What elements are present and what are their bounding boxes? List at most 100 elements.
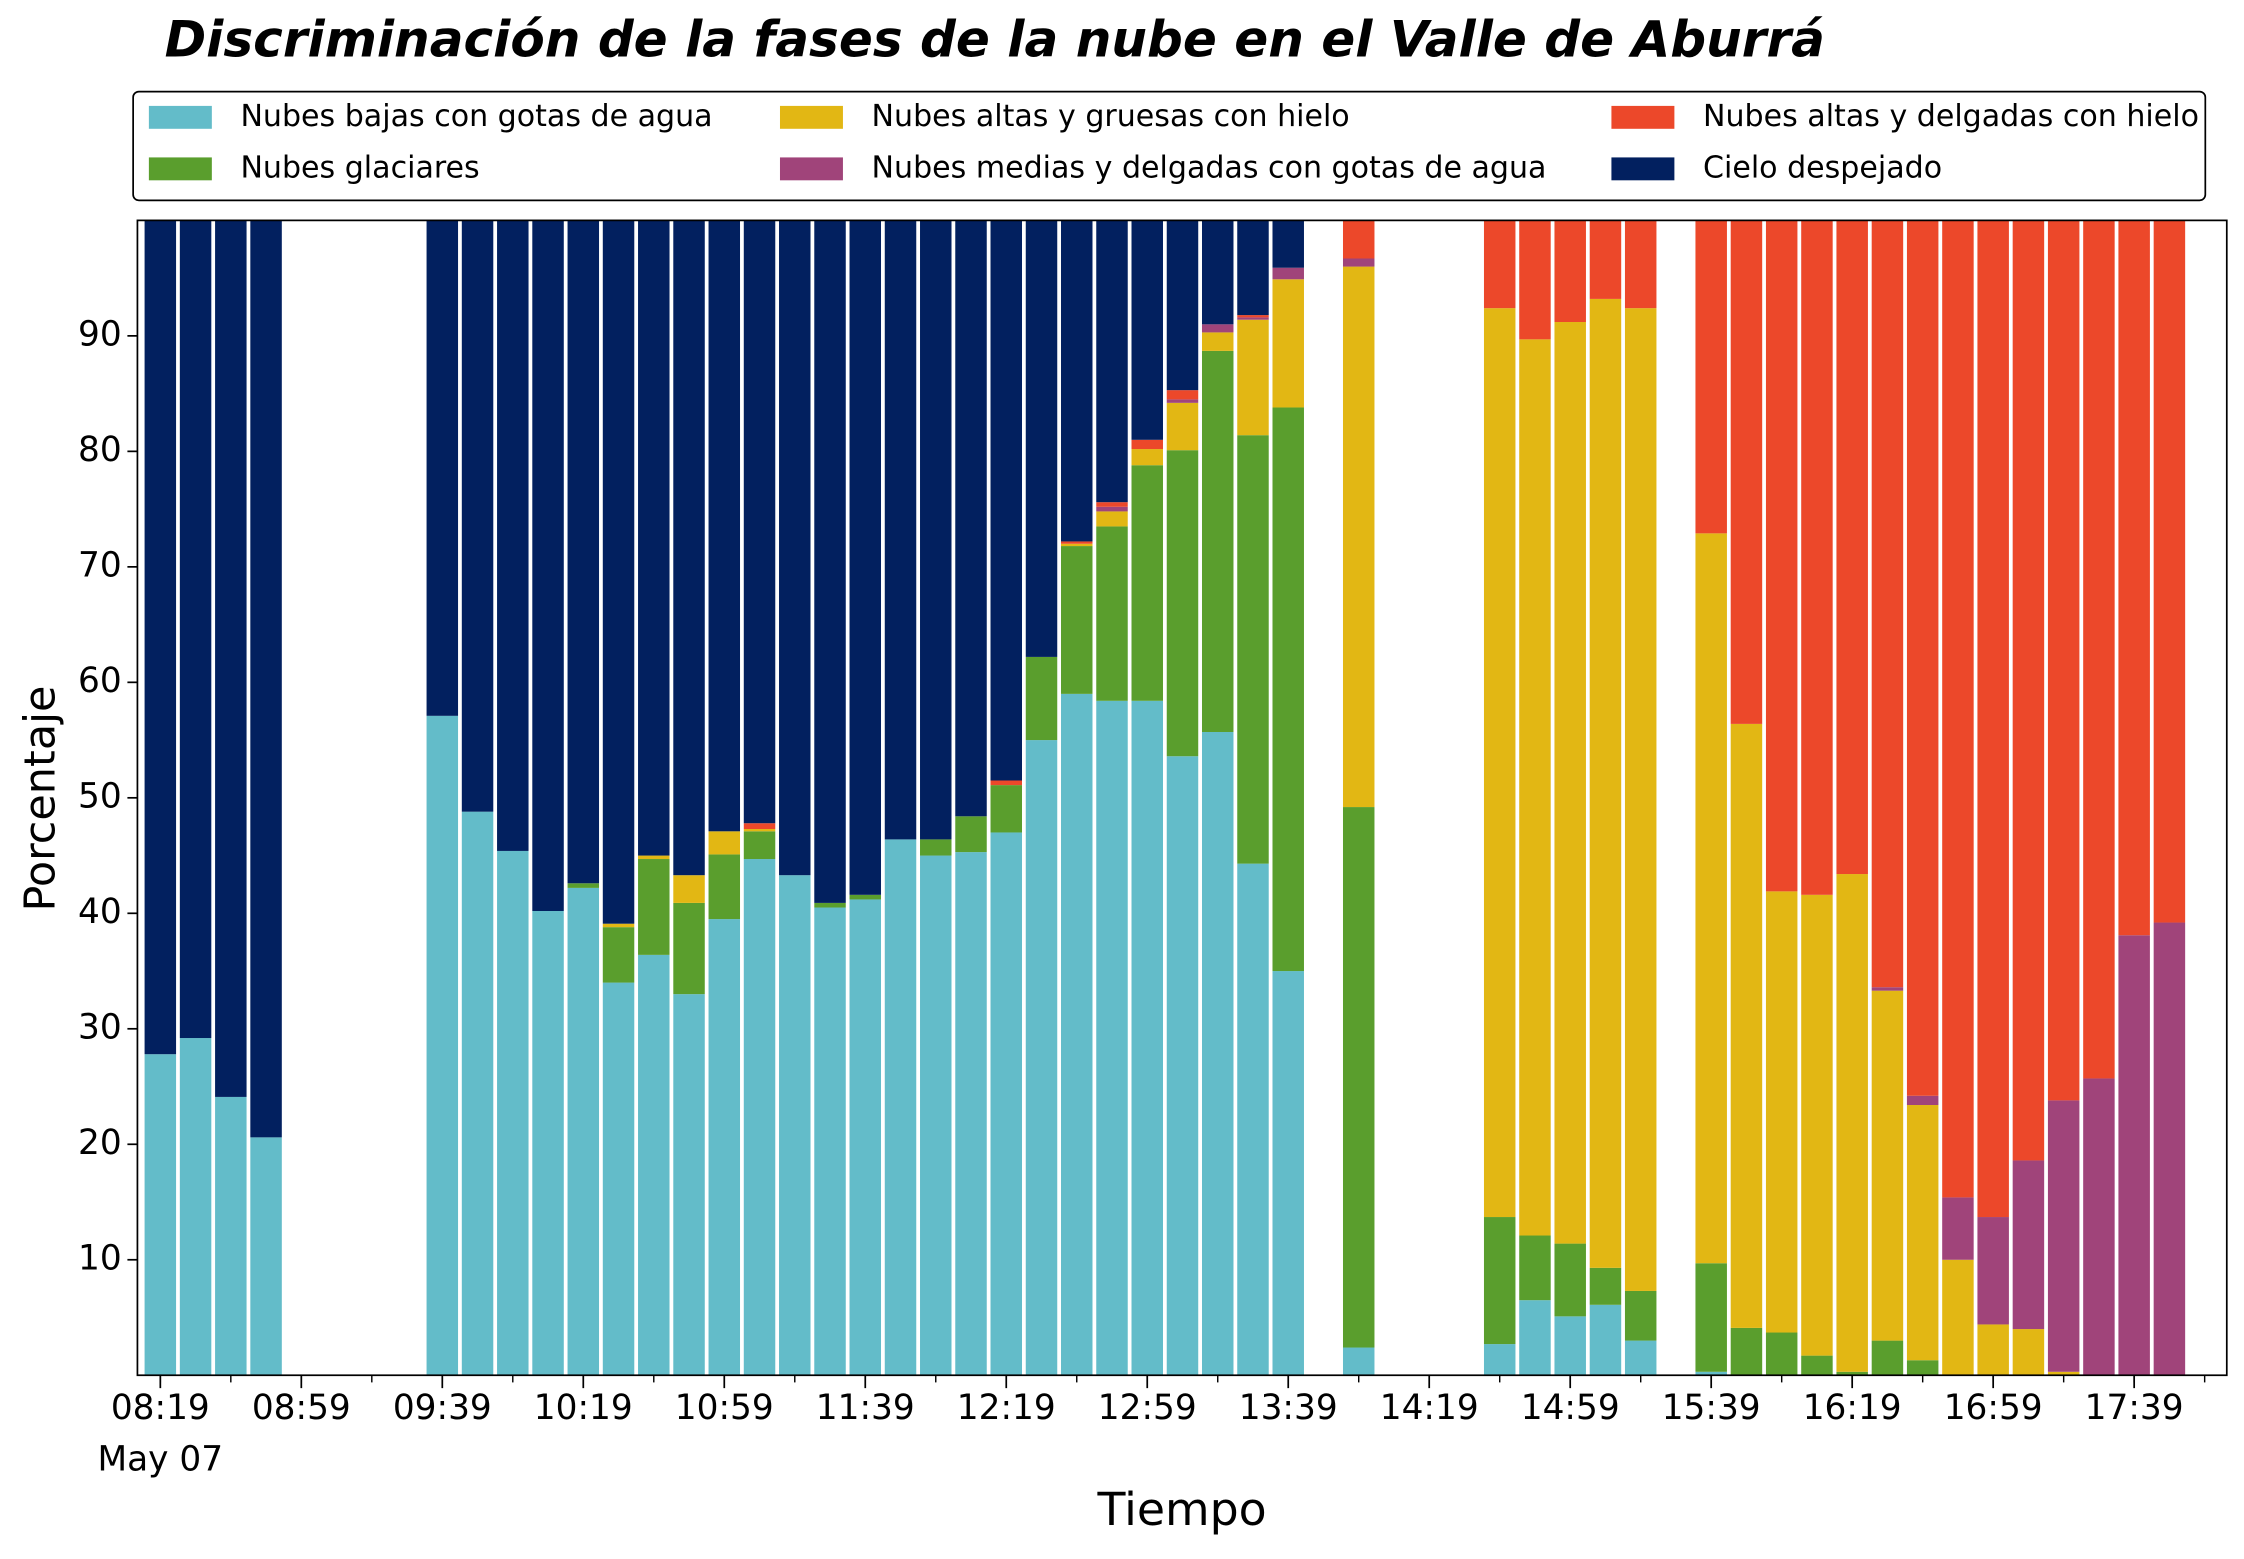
bar-segment (1201, 350, 1234, 732)
x-tick-label: 12:59 (1098, 1388, 1197, 1428)
bar-segment (1272, 267, 1304, 280)
bar-segment (743, 220, 776, 824)
bar-segment (1096, 700, 1128, 1376)
x-tick-label: 13:39 (1239, 1388, 1338, 1428)
bar-segment (1342, 266, 1375, 808)
bar-segment (1025, 220, 1058, 657)
bar-segment (1977, 1217, 2009, 1325)
bar-segment (990, 785, 1022, 833)
y-tick-label: 50 (78, 776, 122, 816)
bar-segment (2012, 1329, 2045, 1376)
bar-segment (673, 875, 705, 903)
bar-segment (1237, 315, 1269, 318)
bar-segment (1554, 1243, 1586, 1317)
bar-segment (1096, 511, 1128, 527)
legend-label: Cielo despejado (1703, 150, 1942, 185)
bar-segment (1025, 740, 1058, 1376)
bar-segment (708, 919, 741, 1376)
bar-segment (920, 855, 952, 1376)
bar-segment (1061, 541, 1093, 544)
bar-segment (1237, 863, 1269, 1376)
bar-segment (567, 887, 600, 1376)
bar-segment (1483, 1344, 1516, 1376)
bar-segment (532, 910, 564, 1376)
bar-segment (1554, 322, 1586, 1244)
bar-segment (955, 852, 987, 1376)
legend-label: Nubes medias y delgadas con gotas de agu… (872, 150, 1547, 185)
bar-segment (743, 823, 776, 829)
y-axis-label: Porcentaje (15, 686, 65, 912)
bar-segment (708, 854, 741, 920)
bar-segment (1906, 220, 1939, 1096)
bar-segment (1977, 1324, 2009, 1376)
bar-segment (1483, 1217, 1516, 1345)
bar-segment (1589, 1304, 1622, 1376)
bar-segment (1131, 700, 1163, 1376)
bar-segment (1589, 1267, 1622, 1305)
y-tick-label: 40 (78, 892, 122, 932)
bar-segment (1519, 220, 1551, 340)
bar-segment (814, 902, 846, 908)
bar-segment (2047, 1100, 2080, 1372)
bar-segment (638, 954, 670, 1376)
bar-segment (1801, 220, 1833, 895)
bar-segment (1342, 220, 1375, 259)
bar-segment (1695, 1371, 1727, 1376)
bar-segment (1272, 407, 1304, 972)
bar-segment (884, 220, 917, 840)
bar-segment (1871, 220, 1904, 988)
bar-segment (1342, 807, 1375, 1348)
bar-segment (1131, 465, 1163, 701)
bar-segment (1483, 308, 1516, 1218)
bar-segment (1906, 1095, 1939, 1106)
bar-segment (708, 831, 741, 855)
legend-label: Nubes altas y delgadas con hielo (1703, 99, 2199, 134)
bar-segment (990, 220, 1022, 781)
bar-segment (1166, 402, 1199, 451)
bar-segment (2118, 935, 2150, 1376)
y-tick-label: 20 (78, 1123, 122, 1163)
bar-segment (743, 859, 776, 1376)
bar-segment (426, 220, 459, 716)
bar-segment (1730, 723, 1763, 1328)
bar-segment (779, 875, 811, 1376)
bar-segment (1342, 258, 1375, 267)
bar-segment (920, 839, 952, 856)
bar-segment (673, 994, 705, 1376)
x-tick-label: 08:19 (111, 1388, 210, 1428)
legend-swatch (148, 157, 212, 181)
bar-segment (1166, 450, 1199, 757)
bar-segment (1942, 1197, 1974, 1260)
bar-segment (849, 894, 882, 900)
bar-segment (1272, 220, 1304, 268)
legend-swatch (779, 105, 843, 129)
y-tick-label: 10 (78, 1238, 122, 1278)
bar-segment (461, 811, 494, 1376)
y-tick-label: 70 (78, 545, 122, 585)
bar-segment (1096, 502, 1128, 507)
bar-segment (602, 220, 635, 924)
bar-segment (2153, 220, 2186, 923)
y-tick-label: 30 (78, 1007, 122, 1047)
x-tick-label: 09:39 (393, 1388, 492, 1428)
bar-segment (990, 832, 1022, 1376)
bar-segment (1201, 220, 1234, 325)
bar-segment (1871, 990, 1904, 1341)
bar-segment (1765, 891, 1798, 1333)
bar-segment (2012, 1160, 2045, 1330)
bar-segment (673, 902, 705, 995)
bar-segment (1166, 399, 1199, 403)
bar-segment (1166, 756, 1199, 1376)
bar-segment (1272, 279, 1304, 408)
bar-segment (2047, 220, 2080, 1101)
bar-segment (2118, 220, 2150, 936)
bar-segment (1906, 1360, 1939, 1376)
legend-label: Nubes bajas con gotas de agua (240, 99, 712, 134)
bar-segment (990, 780, 1022, 786)
bar-segment (955, 220, 987, 817)
bar-segment (1765, 1332, 1798, 1376)
bar-segment (1061, 546, 1093, 694)
bar-segment (743, 831, 776, 860)
bar-segment (1166, 220, 1199, 391)
